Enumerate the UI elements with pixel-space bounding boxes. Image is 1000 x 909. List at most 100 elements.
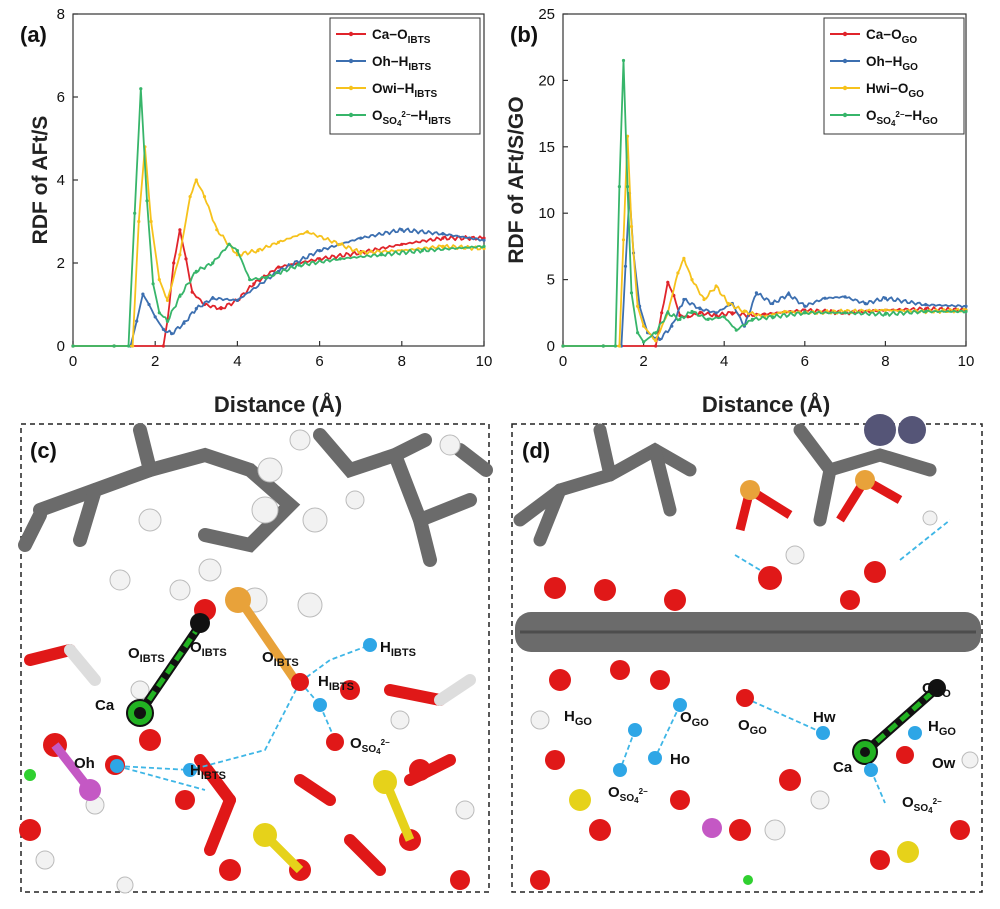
highlight-hydrogens-c <box>110 638 377 777</box>
sulfate-groups-d <box>569 789 919 885</box>
data-point <box>636 304 640 308</box>
legend-label-3: Owi−HIBTS <box>372 81 437 100</box>
data-point <box>145 199 149 203</box>
data-point <box>194 178 198 182</box>
y-tick-label: 4 <box>57 172 65 189</box>
data-point <box>666 311 670 315</box>
panel-label-a: (a) <box>20 22 47 47</box>
x-tick-label: 8 <box>881 353 889 370</box>
data-point <box>248 278 252 282</box>
x-tick-label: 8 <box>398 353 406 370</box>
y-axis-title-a: RDF of AFt/S <box>29 116 52 245</box>
data-point <box>726 301 730 306</box>
data-point <box>698 311 702 315</box>
legend-label-2: Oh−HIBTS <box>372 54 431 73</box>
series-line-4 <box>73 87 485 347</box>
graphene-sheet-d <box>515 612 981 652</box>
y-tick-label: 15 <box>538 139 555 156</box>
data-point <box>666 280 670 284</box>
data-point <box>924 307 928 311</box>
data-point <box>161 327 165 331</box>
data-point <box>71 344 75 348</box>
data-point <box>654 339 658 343</box>
data-point <box>338 242 342 246</box>
annotations-c: OIBTS Ca OIBTS OIBTS HIBTS HIBTS HIBTS Oh OSO42− <box>74 639 416 782</box>
legend-label-1: Ca−OGO <box>866 27 917 46</box>
data-point <box>147 302 151 307</box>
data-point <box>617 344 622 348</box>
data-point <box>264 275 268 280</box>
ca-o-bond-c <box>126 613 210 727</box>
highlight-oxygens-d <box>736 689 914 764</box>
data-point <box>706 317 710 321</box>
data-point <box>149 219 153 224</box>
legend-marker-2 <box>842 58 848 64</box>
data-point <box>843 311 847 315</box>
atom-label-2: Ca <box>95 697 115 714</box>
data-point <box>137 219 141 224</box>
data-point <box>843 295 847 299</box>
data-point <box>190 290 194 294</box>
plot-frame-b <box>562 13 967 347</box>
data-point <box>722 315 726 319</box>
data-point <box>771 315 775 319</box>
y-tick-label: 5 <box>547 272 555 289</box>
axis-ticks-b: 0 2 4 6 8 10 0 5 10 15 20 25 <box>538 6 974 370</box>
data-point <box>188 195 192 199</box>
data-point <box>654 344 658 348</box>
data-point <box>686 315 690 319</box>
highlight-hydrogens-d <box>613 698 922 777</box>
legend-marker-1 <box>842 31 848 37</box>
data-point <box>170 332 174 336</box>
data-point <box>182 321 186 325</box>
data-point <box>211 296 215 300</box>
data-point <box>133 211 137 215</box>
legend-marker-3 <box>842 85 848 91</box>
hbond-lines-d <box>619 519 951 804</box>
y-tick-label: 20 <box>538 72 555 89</box>
data-point <box>714 313 718 318</box>
ca-o-bond-d <box>852 679 946 765</box>
data-point <box>135 319 139 323</box>
data-point <box>730 311 734 315</box>
hydrogen-atoms-d <box>530 510 979 841</box>
data-point <box>276 240 281 244</box>
data-point <box>318 249 322 253</box>
data-point <box>783 309 787 314</box>
data-point <box>219 307 223 311</box>
series-line-2 <box>563 192 967 347</box>
legend-label-1: Ca−OIBTS <box>372 27 431 46</box>
data-point <box>964 304 968 308</box>
data-point <box>642 340 646 344</box>
atom-label-6: HIBTS <box>318 673 354 693</box>
series-lines-b <box>561 58 968 348</box>
data-point <box>714 311 718 315</box>
x-tick-label: 4 <box>720 353 728 370</box>
data-point <box>803 304 807 308</box>
data-point <box>131 344 135 348</box>
data-point <box>678 317 682 321</box>
legend-a: Ca−OIBTS Oh−HIBTS Owi−HIBTS OSO42−−HIBTS <box>329 17 481 135</box>
x-axis-title-b: Distance (Å) <box>702 391 830 417</box>
rdf-chart-b: 0 2 4 6 8 10 0 5 10 15 20 25 (b) Distance (Å) RDF o… <box>505 6 974 417</box>
atom-label-1: OIBTS <box>128 645 165 665</box>
data-point <box>863 301 867 306</box>
data-point <box>883 296 888 300</box>
atom-label-4: OGO <box>738 717 767 737</box>
y-tick-label: 0 <box>547 338 555 355</box>
data-point <box>482 244 486 248</box>
panel-label-d: (d) <box>522 438 550 463</box>
data-point <box>658 337 662 341</box>
atom-label-1: OGO <box>922 680 951 700</box>
y-tick-label: 10 <box>538 205 555 222</box>
data-point <box>141 292 145 296</box>
data-point <box>654 331 658 335</box>
data-point <box>441 244 445 248</box>
data-point <box>482 238 486 242</box>
data-point <box>211 261 215 265</box>
atom-label-4: OIBTS <box>262 649 299 669</box>
data-point <box>420 249 424 253</box>
atom-label-2: HGO <box>564 708 592 728</box>
panel-label-b: (b) <box>510 22 538 47</box>
